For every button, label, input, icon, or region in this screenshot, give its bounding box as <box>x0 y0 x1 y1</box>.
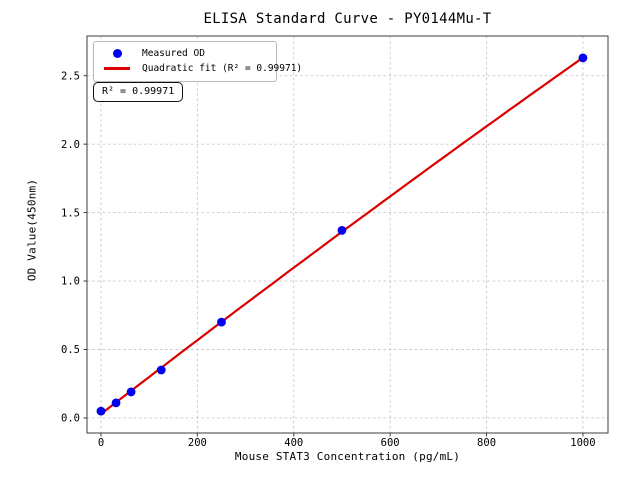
svg-text:400: 400 <box>284 437 303 449</box>
y-tick-labels: 0.0 0.5 1.0 1.5 2.0 2.5 <box>61 70 80 424</box>
svg-text:200: 200 <box>188 437 207 449</box>
svg-text:0.5: 0.5 <box>61 344 80 356</box>
gridlines <box>87 36 608 433</box>
legend-entry-quadratic-fit: Quadratic fit (R² = 0.99971) <box>100 61 302 76</box>
legend: Measured OD Quadratic fit (R² = 0.99971) <box>93 41 302 82</box>
red-line-marker-icon <box>104 67 130 70</box>
svg-text:1.5: 1.5 <box>61 207 80 219</box>
data-point <box>337 225 347 235</box>
svg-text:1000: 1000 <box>570 437 595 449</box>
svg-text:2.0: 2.0 <box>61 139 80 151</box>
blue-circle-marker-icon <box>112 49 122 58</box>
legend-handle <box>100 67 134 70</box>
data-point <box>96 406 106 416</box>
tick-marks <box>83 75 584 437</box>
data-point <box>217 317 226 327</box>
data-point <box>156 365 166 375</box>
quadratic-fit-line <box>99 56 584 416</box>
legend-handle <box>100 49 134 58</box>
data-point <box>578 53 588 63</box>
legend-entry-measured-od: Measured OD <box>100 46 270 61</box>
y-axis-label: OD Value(450nm) <box>25 178 39 282</box>
svg-text:600: 600 <box>381 437 400 449</box>
legend-label-measured-od: Measured OD <box>142 48 205 59</box>
plot-border <box>86 35 609 434</box>
svg-text:0.0: 0.0 <box>61 413 80 425</box>
r-squared-annotation: R² = 0.99971 <box>93 82 184 102</box>
legend-label-quadratic-fit: Quadratic fit (R² = 0.99971) <box>142 63 303 74</box>
measured-od-points <box>96 53 588 416</box>
svg-text:2.5: 2.5 <box>61 70 80 82</box>
svg-text:800: 800 <box>477 437 496 449</box>
svg-text:0: 0 <box>98 437 104 449</box>
svg-text:1.0: 1.0 <box>61 276 80 288</box>
x-tick-labels: 0 200 400 600 800 1000 <box>98 437 596 449</box>
chart-title: ELISA Standard Curve - PY0144Mu-T <box>203 11 492 27</box>
data-point <box>111 398 121 408</box>
data-point <box>126 387 136 397</box>
x-axis-label: Mouse STAT3 Concentration (pg/mL) <box>234 450 461 463</box>
